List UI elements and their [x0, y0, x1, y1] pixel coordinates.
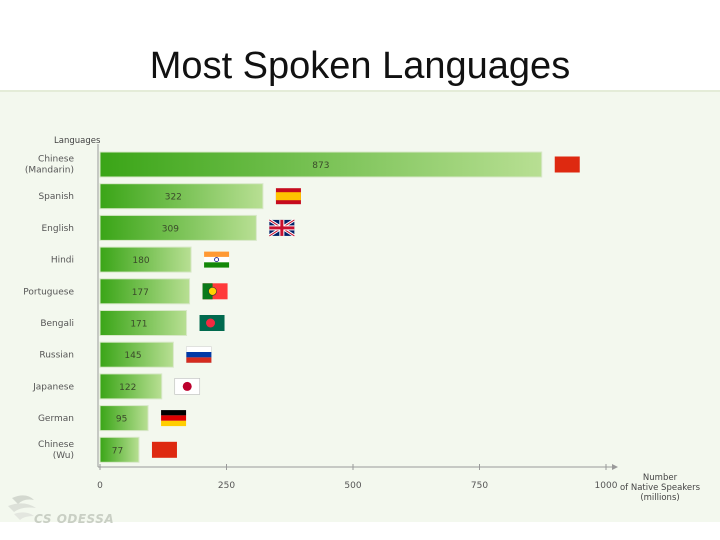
watermark-text: CS ODESSA — [34, 512, 115, 526]
flag-emblem — [208, 287, 217, 296]
bar — [99, 151, 543, 178]
flag-cross — [280, 219, 284, 236]
category-label: (Mandarin) — [25, 166, 74, 176]
x-axis-arrow — [612, 464, 618, 470]
category-label: Portuguese — [23, 287, 74, 297]
uk-flag — [268, 218, 296, 238]
x-tick-label: 1000 — [595, 481, 618, 491]
category-label: Russian — [39, 351, 74, 361]
bar-value-label: 171 — [130, 320, 147, 330]
spain-flag — [275, 188, 301, 205]
slide-title: Most Spoken Languages — [149, 45, 571, 87]
germany-flag — [161, 410, 187, 427]
watermark-logo — [8, 495, 36, 520]
bar — [99, 310, 188, 336]
russia-flag — [186, 346, 212, 363]
bar-value-label: 77 — [112, 446, 123, 456]
x-axis-title-line: of Native Speakers — [620, 483, 701, 493]
flag-field — [554, 156, 580, 173]
x-tick-label: 750 — [471, 481, 488, 491]
bar-value-label: 122 — [119, 383, 136, 393]
japan-flag — [174, 378, 201, 395]
flag-disc — [206, 318, 216, 328]
x-tick-label: 0 — [97, 481, 103, 491]
category-label: Japanese — [32, 382, 74, 392]
bar — [99, 183, 264, 210]
flag-stripe — [161, 420, 187, 427]
chart-panel: Languages 0 250 500 750 1000 Number of Native S… — [0, 92, 720, 522]
x-tick-label: 500 — [344, 481, 361, 491]
bar-value-label: 145 — [124, 351, 141, 361]
bangladesh-flag — [199, 315, 225, 331]
category-label: Hindi — [51, 256, 74, 266]
x-tick-label: 250 — [218, 481, 235, 491]
bar — [99, 405, 149, 432]
bar — [99, 278, 191, 305]
flag-stripe — [186, 357, 212, 363]
flag-stripe — [202, 283, 213, 300]
bar — [99, 341, 174, 368]
flag-stripe — [204, 251, 230, 257]
bar — [99, 373, 163, 400]
bar — [99, 246, 192, 273]
india-flag — [204, 251, 230, 268]
bar-value-label: 177 — [132, 288, 149, 298]
bar-value-label: 95 — [116, 415, 127, 425]
category-label: Chinese — [38, 155, 74, 165]
bar-value-label: 322 — [165, 193, 182, 203]
category-label: Spanish — [38, 192, 74, 202]
china-flag — [151, 441, 177, 458]
flag-stripe — [275, 192, 301, 201]
portugal-flag — [202, 283, 228, 300]
title-divider — [0, 90, 720, 92]
flag-wheel — [214, 257, 219, 263]
x-axis-title-line: (millions) — [640, 493, 679, 503]
category-label: English — [42, 224, 75, 234]
flag-stripe — [204, 262, 230, 268]
bar-value-label: 309 — [162, 224, 179, 234]
category-label: (Wu) — [53, 451, 74, 461]
category-label: Bengali — [40, 319, 74, 329]
bar-value-label: 873 — [312, 161, 329, 171]
flag-stripe — [186, 352, 212, 358]
flag-stripe — [161, 415, 187, 421]
flag-field — [151, 441, 177, 458]
bar-value-label: 180 — [132, 256, 149, 266]
category-label: Chinese — [38, 440, 74, 450]
bar — [99, 436, 140, 463]
flag-disc — [182, 381, 192, 391]
bar — [99, 214, 257, 241]
x-axis-title-line: Number — [643, 473, 678, 483]
flag-stripe — [161, 410, 187, 416]
y-axis-title: Languages — [54, 136, 101, 146]
category-label: German — [38, 414, 74, 424]
china-flag — [554, 156, 580, 173]
